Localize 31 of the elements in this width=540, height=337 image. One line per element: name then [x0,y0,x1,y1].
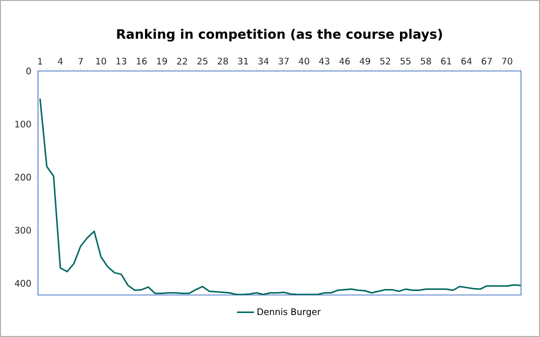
x-tick-label: 46 [339,58,350,64]
x-tick-label: 28 [218,58,228,64]
x-tick-label: 25 [197,58,208,64]
y-tick-label: 300 [15,226,31,234]
x-tick-label: 19 [157,58,167,64]
x-tick-label: 58 [420,58,431,64]
x-tick-label: 64 [461,58,472,64]
x-tick-label: 55 [400,58,411,64]
x-tick-label: 67 [482,58,492,64]
x-tick-label: 37 [278,58,289,64]
x-tick-label: 13 [116,58,126,64]
x-tick-label: 40 [298,58,310,64]
x-tick-label: 52 [380,58,390,64]
y-tick-label: 0 [26,68,31,74]
x-tick-label: 34 [258,58,269,64]
x-tick-label: 7 [78,58,83,64]
y-tick-label: 100 [15,120,31,128]
x-tick-label: 22 [177,58,188,64]
x-tick-label: 10 [96,58,106,64]
x-tick-label: 61 [441,58,452,64]
y-tick-label: 200 [15,174,31,181]
x-tick-label: 70 [502,58,512,64]
x-tick-label: 49 [360,58,370,64]
y-tick-label: 400 [14,280,31,287]
legend-label: Dennis Burger [258,308,321,317]
x-tick-label: 4 [58,58,63,64]
x-tick-label: 43 [319,58,330,64]
chart-title: Ranking in competition (as the course plays) [117,28,442,42]
x-tick-label: 31 [238,58,248,64]
x-tick-label: 16 [136,58,147,64]
x-tick-label: 1 [38,58,42,64]
